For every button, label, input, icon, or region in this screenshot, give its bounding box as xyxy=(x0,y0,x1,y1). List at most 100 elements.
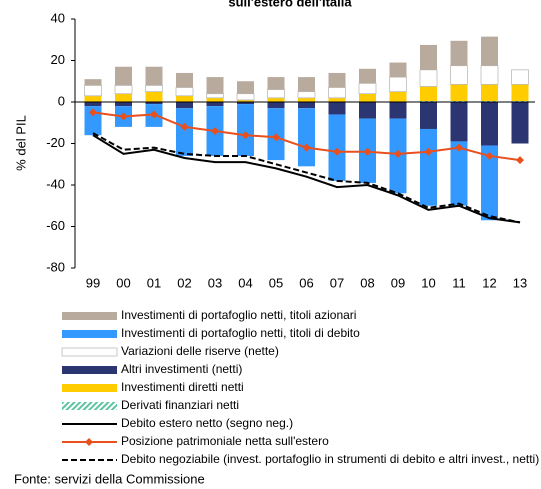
x-tick-label: 05 xyxy=(269,275,283,290)
x-tick-label: 11 xyxy=(452,275,466,290)
marker xyxy=(333,147,341,156)
bar xyxy=(511,69,529,85)
bar xyxy=(84,79,102,86)
bar xyxy=(450,84,468,101)
marker xyxy=(119,112,128,121)
bar xyxy=(176,95,193,102)
legend-label: Altri investimenti (netti) xyxy=(121,362,242,376)
bar xyxy=(267,89,285,99)
x-tick-label: 99 xyxy=(86,275,100,290)
bar xyxy=(206,97,224,102)
bar xyxy=(84,102,102,107)
bar xyxy=(175,87,194,97)
chart-title: sull'estero dell'Italia xyxy=(228,0,352,9)
line xyxy=(92,134,521,224)
marker xyxy=(180,122,189,131)
bar xyxy=(328,114,346,181)
bar xyxy=(298,108,315,167)
bar xyxy=(450,65,468,85)
bar xyxy=(267,102,285,109)
bar xyxy=(267,97,285,102)
bar xyxy=(206,77,224,94)
bar xyxy=(481,84,498,101)
legend-label: Investimenti diretti netti xyxy=(121,380,244,394)
bar xyxy=(176,108,193,156)
bar xyxy=(389,62,407,78)
bar xyxy=(358,82,377,95)
legend-marker xyxy=(85,438,93,446)
bar xyxy=(115,102,132,107)
bar xyxy=(419,69,438,87)
bar xyxy=(450,102,468,142)
marker xyxy=(394,149,402,158)
legend-swatch xyxy=(61,347,118,357)
bar xyxy=(298,102,315,109)
marker xyxy=(272,133,280,142)
y-tick-label: -40 xyxy=(46,176,65,191)
marker xyxy=(363,147,372,156)
bar xyxy=(298,97,315,102)
bar xyxy=(145,102,163,105)
bar xyxy=(420,128,437,206)
bar xyxy=(359,102,376,119)
legend-swatch xyxy=(62,366,117,374)
legend-label: Investimenti di portafoglio netti, titol… xyxy=(121,326,360,340)
bar xyxy=(237,81,254,94)
bar xyxy=(84,95,102,102)
y-tick-label: 20 xyxy=(51,52,65,67)
bar xyxy=(145,91,163,102)
bar xyxy=(298,77,315,92)
bar xyxy=(328,72,346,88)
bar xyxy=(115,93,132,102)
marker xyxy=(89,108,97,117)
bar xyxy=(206,102,224,107)
marker xyxy=(424,147,433,156)
bar xyxy=(237,99,254,102)
marker xyxy=(150,110,158,119)
bar xyxy=(359,68,376,84)
bar xyxy=(420,100,437,102)
bar xyxy=(237,102,254,105)
bar xyxy=(237,104,254,156)
x-tick-label: 09 xyxy=(391,275,405,290)
x-tick-label: 00 xyxy=(116,275,130,290)
marker xyxy=(211,127,219,136)
bar xyxy=(389,91,407,102)
bar xyxy=(389,76,407,93)
x-tick-label: 08 xyxy=(360,275,374,290)
bar xyxy=(114,85,133,95)
bar xyxy=(389,102,407,119)
bar xyxy=(450,100,468,102)
x-tick-label: 01 xyxy=(147,275,161,290)
marker xyxy=(455,143,463,152)
x-tick-label: 04 xyxy=(238,275,252,290)
bar xyxy=(420,102,437,129)
bar xyxy=(176,102,193,109)
bar xyxy=(328,102,346,115)
bar xyxy=(450,141,468,206)
x-tick-label: 07 xyxy=(330,275,344,290)
bar xyxy=(236,93,255,101)
bar xyxy=(511,84,529,101)
bar xyxy=(481,100,498,102)
x-tick-label: 03 xyxy=(208,275,222,290)
legend-label: Debito negoziabile (invest. portafoglio … xyxy=(121,452,539,466)
line xyxy=(92,132,521,224)
y-tick-label: -60 xyxy=(46,218,65,233)
bar xyxy=(297,91,316,99)
legend-swatch xyxy=(62,312,117,320)
legend-swatch xyxy=(62,330,117,338)
marker xyxy=(302,143,311,152)
marker xyxy=(516,156,524,165)
bar xyxy=(481,36,498,66)
y-axis-label: % del PIL xyxy=(13,115,28,171)
legend-label: Variazioni delle riserve (nette) xyxy=(121,344,279,358)
marker xyxy=(241,131,250,140)
legend-label: Investimenti di portafoglio netti, titol… xyxy=(121,308,356,322)
legend-label: Posizione patrimoniale netta sull'estero xyxy=(121,434,329,448)
bar xyxy=(480,65,499,85)
source: Fonte: servizi della Commissione xyxy=(14,471,205,486)
x-tick-label: 02 xyxy=(177,275,191,290)
legend-swatch xyxy=(62,384,117,392)
y-tick-label: -20 xyxy=(46,135,65,150)
